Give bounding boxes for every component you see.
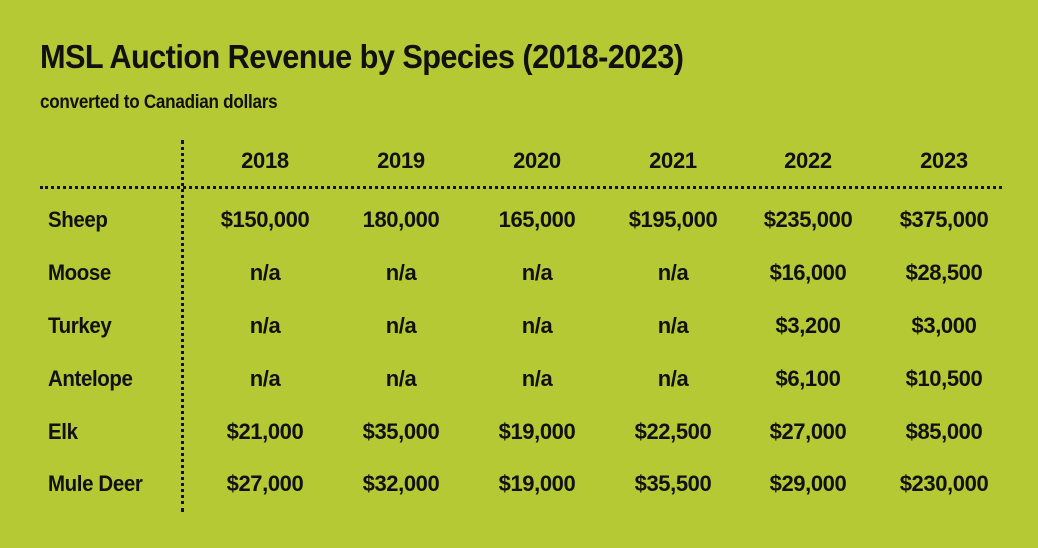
cell-elk-2018: $21,000 bbox=[226, 419, 304, 444]
cell-sheep-2019: 180,000 bbox=[362, 207, 440, 232]
cell-elk-2020: $19,000 bbox=[498, 419, 576, 444]
cell-moose-2021: n/a bbox=[657, 260, 689, 285]
cell-mule-deer-2020: $19,000 bbox=[498, 471, 576, 496]
cell-moose-2020: n/a bbox=[521, 260, 553, 285]
cell-turkey-2023: $3,000 bbox=[911, 313, 977, 338]
cell-turkey-2018: n/a bbox=[249, 313, 281, 338]
chart-subtitle: converted to Canadian dollars bbox=[40, 92, 278, 113]
cell-elk-2019: $35,000 bbox=[362, 419, 440, 444]
cell-turkey-2019: n/a bbox=[385, 313, 417, 338]
cell-mule-deer-2023: $230,000 bbox=[899, 471, 989, 496]
column-header-2018: 2018 bbox=[241, 148, 289, 173]
row-label-elk: Elk bbox=[48, 419, 78, 444]
row-label-mule-deer: Mule Deer bbox=[48, 471, 143, 496]
cell-elk-2023: $85,000 bbox=[905, 419, 983, 444]
cell-sheep-2018: $150,000 bbox=[220, 207, 310, 232]
cell-sheep-2023: $375,000 bbox=[899, 207, 989, 232]
cell-antelope-2018: n/a bbox=[249, 366, 281, 391]
row-label-antelope: Antelope bbox=[48, 366, 133, 391]
column-header-2021: 2021 bbox=[649, 148, 697, 173]
cell-turkey-2021: n/a bbox=[657, 313, 689, 338]
cell-antelope-2020: n/a bbox=[521, 366, 553, 391]
cell-antelope-2022: $6,100 bbox=[775, 366, 841, 391]
row-label-sheep: Sheep bbox=[48, 207, 108, 232]
cell-sheep-2020: 165,000 bbox=[498, 207, 576, 232]
row-label-turkey: Turkey bbox=[48, 313, 112, 338]
cell-moose-2022: $16,000 bbox=[769, 260, 847, 285]
column-header-2019: 2019 bbox=[377, 148, 425, 173]
cell-elk-2021: $22,500 bbox=[634, 419, 712, 444]
cell-antelope-2019: n/a bbox=[385, 366, 417, 391]
cell-mule-deer-2019: $32,000 bbox=[362, 471, 440, 496]
cell-turkey-2022: $3,200 bbox=[775, 313, 841, 338]
cell-elk-2022: $27,000 bbox=[769, 419, 847, 444]
cell-sheep-2022: $235,000 bbox=[763, 207, 853, 232]
cell-antelope-2023: $10,500 bbox=[905, 366, 983, 391]
chart-title: MSL Auction Revenue by Species (2018-202… bbox=[40, 38, 684, 75]
cell-moose-2018: n/a bbox=[249, 260, 281, 285]
column-header-2022: 2022 bbox=[784, 148, 832, 173]
cell-moose-2019: n/a bbox=[385, 260, 417, 285]
horizontal-dotted-divider bbox=[40, 186, 1002, 189]
cell-turkey-2020: n/a bbox=[521, 313, 553, 338]
row-label-moose: Moose bbox=[48, 260, 111, 285]
cell-sheep-2021: $195,000 bbox=[628, 207, 718, 232]
column-header-2020: 2020 bbox=[513, 148, 561, 173]
vertical-dotted-divider bbox=[181, 140, 184, 512]
column-header-2023: 2023 bbox=[920, 148, 968, 173]
cell-antelope-2021: n/a bbox=[657, 366, 689, 391]
cell-mule-deer-2018: $27,000 bbox=[226, 471, 304, 496]
cell-mule-deer-2021: $35,500 bbox=[634, 471, 712, 496]
cell-moose-2023: $28,500 bbox=[905, 260, 983, 285]
cell-mule-deer-2022: $29,000 bbox=[769, 471, 847, 496]
